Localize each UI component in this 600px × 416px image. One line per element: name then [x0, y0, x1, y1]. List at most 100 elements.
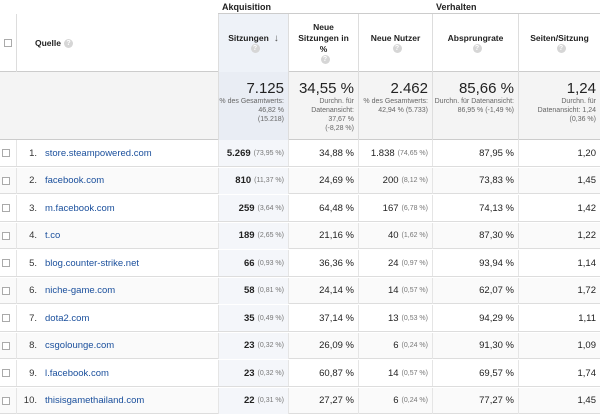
- bounce-rate-cell: 73,83 %: [432, 167, 518, 194]
- row-checkbox[interactable]: [2, 341, 10, 350]
- bounce-rate-value: 73,83 %: [479, 175, 514, 186]
- new-users-cell: 200 (8,12 %): [358, 167, 432, 194]
- source-link[interactable]: thisisgamethailand.com: [45, 395, 145, 406]
- new-users-cell: 6 (0,24 %): [358, 332, 432, 359]
- new-users-share: (0,24 %): [401, 342, 428, 349]
- table-row: 4. t.co 189 (2,65 %) 21,16 % 40 (1,62 %) 8…: [0, 222, 600, 249]
- help-icon[interactable]: ?: [556, 44, 566, 53]
- row-checkbox[interactable]: [2, 286, 10, 295]
- help-icon[interactable]: ?: [63, 38, 73, 48]
- source-link[interactable]: t.co: [45, 230, 61, 241]
- bounce-rate-cell: 94,29 %: [432, 305, 518, 331]
- source-cell: 8. csgolounge.com: [16, 332, 218, 359]
- sessions-cell: 35 (0,49 %): [218, 305, 288, 331]
- pages-per-session-value: 1,20: [577, 147, 597, 159]
- row-number: 2.: [29, 175, 37, 186]
- source-link[interactable]: niche-game.com: [45, 285, 116, 296]
- column-header-new-sessions-label: Neue Sitzungen in %: [298, 22, 349, 54]
- column-header-bounce-rate[interactable]: Absprungrate ?: [432, 14, 518, 72]
- bounce-rate-cell: 74,13 %: [432, 195, 518, 221]
- new-users-share: (8,12 %): [401, 177, 428, 184]
- column-header-pages-per-session[interactable]: Seiten/Sitzung ?: [518, 14, 600, 72]
- row-checkbox-cell[interactable]: [0, 360, 16, 386]
- column-header-new-sessions[interactable]: Neue Sitzungen in % ?: [288, 14, 358, 72]
- pages-per-session-cell: 1,42: [518, 195, 600, 221]
- column-header-pages-per-session-label: Seiten/Sitzung: [530, 33, 589, 43]
- total-new-users-caption: % des Gesamtwerts:: [363, 98, 428, 105]
- table-row: 9. l.facebook.com 23 (0,32 %) 60,87 % 14(…: [0, 360, 600, 387]
- total-bounce-rate: 85,66 % Durchn. für Datenansicht: 86,95 …: [432, 72, 518, 140]
- row-checkbox[interactable]: [2, 259, 10, 267]
- help-icon[interactable]: ?: [250, 44, 260, 53]
- source-cell: 2. facebook.com: [16, 167, 218, 194]
- bounce-rate-value: 94,29 %: [479, 312, 514, 324]
- total-pages-per-session: 1,24 Durchn. für Datenansicht: 1,24 (0,3…: [518, 72, 600, 140]
- source-link[interactable]: dota2.com: [45, 312, 90, 324]
- total-bounce-rate-caption: Durchn. für Datenansicht:: [434, 98, 514, 105]
- row-checkbox[interactable]: [2, 396, 10, 405]
- row-checkbox[interactable]: [2, 149, 10, 157]
- help-icon[interactable]: ?: [472, 44, 482, 53]
- row-checkbox-cell[interactable]: [0, 388, 16, 414]
- help-icon[interactable]: ?: [392, 44, 402, 53]
- row-checkbox-cell[interactable]: [0, 333, 16, 359]
- row-checkbox-cell[interactable]: [0, 168, 16, 194]
- group-header-acquisition: Akquisition: [218, 0, 432, 14]
- new-sessions-value: 34,88 %: [319, 147, 354, 159]
- sessions-share: (0,32 %): [257, 342, 284, 349]
- row-checkbox[interactable]: [2, 231, 10, 240]
- new-sessions-cell: 36,36 %: [288, 250, 358, 276]
- row-checkbox-cell[interactable]: [0, 250, 16, 276]
- new-users-cell: 40 (1,62 %): [358, 222, 432, 249]
- source-cell: 6. niche-game.com: [16, 277, 218, 304]
- new-users-value: 14: [387, 285, 399, 296]
- new-sessions-value: 24,14 %: [319, 285, 354, 296]
- row-checkbox-cell[interactable]: [0, 305, 16, 331]
- row-checkbox[interactable]: [2, 176, 10, 185]
- total-pages-per-session-diff: (0,36 %): [569, 116, 596, 123]
- new-sessions-cell: 34,88 %: [288, 140, 358, 166]
- new-users-cell: 13 (0,53 %): [358, 305, 432, 331]
- row-number: 6.: [29, 285, 37, 296]
- column-header-sessions[interactable]: Sitzungen ↓ ?: [218, 14, 288, 72]
- row-checkbox-cell[interactable]: [0, 223, 16, 249]
- pages-per-session-cell: 1,45: [518, 387, 600, 414]
- total-new-sessions-value: 34,55 %: [298, 80, 354, 97]
- source-link[interactable]: l.facebook.com: [45, 367, 109, 379]
- source-link[interactable]: csgolounge.com: [45, 340, 115, 351]
- source-cell: 10. thisisgamethailand.com: [16, 387, 218, 414]
- new-users-cell: 1.838 (74,65 %): [358, 140, 432, 166]
- bounce-rate-value: 62,07 %: [479, 285, 514, 296]
- help-icon[interactable]: ?: [320, 55, 330, 64]
- source-cell: 7. dota2.com: [16, 305, 218, 331]
- new-sessions-value: 24,69 %: [319, 175, 354, 186]
- pages-per-session-cell: 1,11: [518, 305, 600, 331]
- row-checkbox-cell[interactable]: [0, 140, 16, 166]
- row-checkbox[interactable]: [2, 314, 10, 322]
- sessions-cell: 58 (0,81 %): [218, 277, 288, 304]
- new-users-share: (0,24 %): [401, 397, 428, 404]
- sessions-value: 23: [243, 367, 255, 379]
- source-link[interactable]: facebook.com: [45, 175, 105, 186]
- new-users-cell: 24 (0,97 %): [358, 250, 432, 276]
- row-checkbox[interactable]: [2, 369, 10, 377]
- row-checkbox-cell[interactable]: [0, 278, 16, 304]
- total-sessions-share: 46,82 %: [258, 107, 284, 114]
- pages-per-session-value: 1,74: [577, 367, 597, 379]
- column-header-source[interactable]: Quelle ?: [16, 14, 218, 72]
- select-all-checkbox[interactable]: [4, 39, 12, 47]
- pages-per-session-cell: 1,22: [518, 222, 600, 249]
- new-sessions-value: 26,09 %: [319, 340, 354, 351]
- total-sessions: 7.125 % des Gesamtwerts: 46,82 % (15.218…: [218, 72, 288, 140]
- source-link[interactable]: blog.counter-strike.net: [45, 257, 139, 269]
- row-checkbox-cell[interactable]: [0, 195, 16, 221]
- row-checkbox[interactable]: [2, 204, 10, 212]
- source-link[interactable]: store.steampowered.com: [45, 147, 152, 159]
- total-pages-per-session-caption: Durchn. für Datenansicht: 1,24: [537, 98, 596, 114]
- column-header-new-users[interactable]: Neue Nutzer ?: [358, 14, 432, 72]
- sort-down-arrow-icon[interactable]: ↓: [273, 33, 279, 44]
- source-link[interactable]: m.facebook.com: [45, 202, 115, 214]
- source-cell: 1. store.steampowered.com: [16, 140, 218, 166]
- new-users-share: (0,57 %): [401, 287, 428, 294]
- select-all-cell[interactable]: [0, 14, 16, 72]
